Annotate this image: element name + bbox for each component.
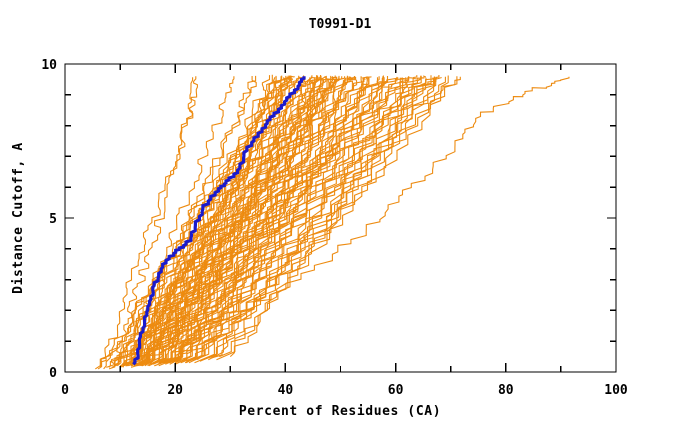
x-tick-label-80: 80	[498, 383, 514, 398]
x-tick-label-60: 60	[388, 383, 404, 398]
prediction-curve	[125, 75, 257, 364]
prediction-curve	[113, 76, 257, 368]
prediction-curve	[137, 77, 399, 367]
prediction-curve	[208, 77, 437, 361]
prediction-curve	[114, 77, 276, 366]
series-layer	[95, 74, 570, 370]
y-tick-label-5: 5	[49, 212, 57, 227]
prediction-curve	[108, 77, 196, 370]
x-tick-label-0: 0	[61, 383, 69, 398]
prediction-curve	[184, 77, 423, 364]
prediction-curve	[97, 76, 291, 370]
reference-curve	[132, 76, 306, 366]
prediction-curve	[120, 75, 295, 367]
x-axis-label: Percent of Residues (CA)	[239, 404, 441, 419]
prediction-curve	[150, 75, 325, 365]
prediction-curve	[188, 76, 436, 364]
page-title: T0991-D1	[309, 17, 372, 32]
prediction-curve	[210, 76, 410, 359]
prediction-curve	[196, 76, 389, 361]
prediction-curve	[126, 74, 273, 367]
x-tick-label-20: 20	[167, 383, 183, 398]
prediction-curve	[180, 76, 372, 364]
x-tick-label-100: 100	[604, 383, 628, 398]
prediction-curve	[130, 75, 289, 367]
prediction-curve	[158, 77, 340, 364]
prediction-curve	[99, 76, 198, 368]
prediction-curve	[131, 75, 322, 367]
tick-labels-layer: 0 20 40 60 80 100 0 5 10	[41, 58, 628, 398]
prediction-curve	[152, 76, 337, 364]
y-tick-label-0: 0	[49, 366, 57, 381]
y-tick-label-10: 10	[41, 58, 57, 73]
prediction-curve	[125, 76, 570, 367]
prediction-curve	[191, 77, 442, 361]
prediction-curve	[158, 75, 432, 367]
ticks-layer	[64, 63, 617, 373]
x-tick-label-40: 40	[278, 383, 294, 398]
prediction-curve	[229, 77, 427, 358]
prediction-curve	[139, 75, 319, 367]
prediction-curve	[172, 76, 384, 364]
prediction-curve	[172, 76, 352, 364]
prediction-curve	[136, 76, 312, 365]
y-axis-label: Distance Cutoff, A	[11, 142, 26, 294]
prediction-curve	[168, 75, 328, 364]
